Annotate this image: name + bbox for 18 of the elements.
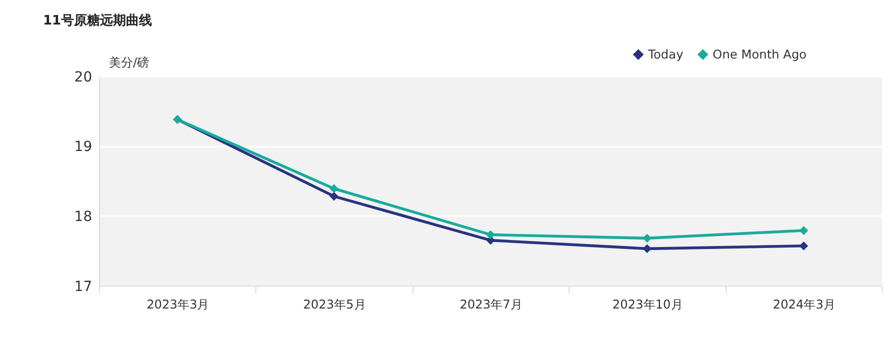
point <box>799 226 808 235</box>
legend-label: One Month Ago <box>712 47 807 62</box>
y-tick-label: 17 <box>74 278 92 295</box>
y-tick-label: 18 <box>74 208 92 225</box>
y-tick-label: 20 <box>74 69 92 86</box>
x-tick-label: 2023年5月 <box>303 298 366 312</box>
y-axis-title: 美分/磅 <box>108 55 150 70</box>
x-tick-label: 2024年3月 <box>772 298 836 312</box>
chart-title: 11号原糖远期曲线 <box>42 12 152 29</box>
x-tick-label: 2023年7月 <box>460 298 522 312</box>
y-tick-label: 19 <box>74 139 92 156</box>
point <box>330 192 338 201</box>
x-tick-label: 2023年10月 <box>612 298 683 312</box>
x-tick-label: 2023年3月 <box>146 298 210 312</box>
point <box>330 184 338 194</box>
point <box>486 230 495 240</box>
legend-label: Today <box>647 47 684 62</box>
point <box>799 241 808 250</box>
